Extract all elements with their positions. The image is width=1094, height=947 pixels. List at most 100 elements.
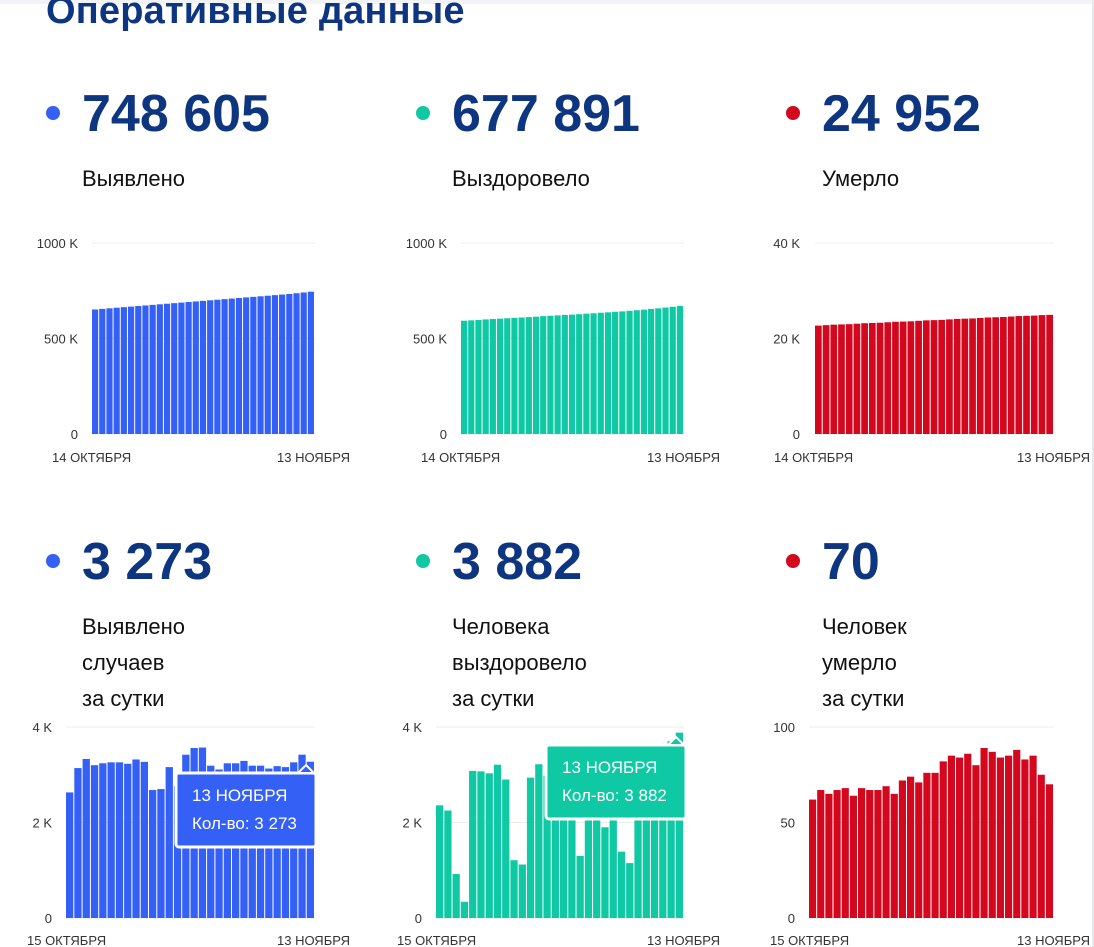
bar[interactable] xyxy=(946,319,953,434)
bar[interactable] xyxy=(1030,315,1038,434)
bar[interactable] xyxy=(171,303,178,434)
bar[interactable] xyxy=(874,790,882,918)
bar[interactable] xyxy=(115,762,124,918)
bar[interactable] xyxy=(626,863,634,918)
bar[interactable] xyxy=(526,777,535,918)
bar[interactable] xyxy=(1013,749,1021,918)
bar[interactable] xyxy=(1023,315,1030,434)
bar[interactable] xyxy=(648,308,655,434)
bar[interactable] xyxy=(1038,315,1046,434)
bar[interactable] xyxy=(140,761,148,918)
bar[interactable] xyxy=(199,300,207,434)
bar[interactable] xyxy=(493,764,502,918)
bar[interactable] xyxy=(1045,784,1053,918)
bar[interactable] xyxy=(135,306,142,434)
bar[interactable] xyxy=(992,317,1000,434)
bar[interactable] xyxy=(496,318,504,434)
bar[interactable] xyxy=(461,320,468,434)
bar[interactable] xyxy=(576,855,584,918)
bar[interactable] xyxy=(124,763,132,918)
bar[interactable] xyxy=(489,319,496,434)
bar[interactable] xyxy=(809,799,817,918)
bar[interactable] xyxy=(853,323,861,434)
bar[interactable] xyxy=(640,309,648,434)
bar[interactable] xyxy=(444,810,452,918)
chart-detected-daily[interactable]: 0 2 K 4 K 15 ОКТЯБРЯ 13 НОЯБРЯ 13 НОЯБРЯ Кол-в… xyxy=(27,720,350,947)
bar[interactable] xyxy=(956,757,964,918)
bar[interactable] xyxy=(228,298,235,434)
bar[interactable] xyxy=(518,317,525,434)
bar[interactable] xyxy=(286,294,293,434)
bar[interactable] xyxy=(502,779,510,918)
bar[interactable] xyxy=(185,302,192,434)
bar[interactable] xyxy=(604,312,612,434)
bar[interactable] xyxy=(173,786,182,918)
bar[interactable] xyxy=(113,307,120,434)
bar[interactable] xyxy=(590,313,597,434)
bar[interactable] xyxy=(601,827,609,918)
bar[interactable] xyxy=(1029,755,1037,918)
chart-recovered-daily[interactable]: 0 2 K 4 K 15 ОКТЯБРЯ 13 НОЯБРЯ 13 НОЯБРЯ Кол-в… xyxy=(397,720,720,947)
bar[interactable] xyxy=(830,324,838,434)
bar[interactable] xyxy=(532,316,540,434)
bar[interactable] xyxy=(996,757,1004,918)
bar[interactable] xyxy=(271,295,279,434)
bar[interactable] xyxy=(485,773,493,918)
bar[interactable] xyxy=(243,297,250,434)
bar[interactable] xyxy=(561,315,568,434)
bar[interactable] xyxy=(822,325,830,434)
bar[interactable] xyxy=(612,311,619,434)
bar[interactable] xyxy=(815,325,822,434)
bar[interactable] xyxy=(609,788,617,918)
bar[interactable] xyxy=(633,310,640,434)
bar[interactable] xyxy=(90,765,99,918)
chart-died-daily[interactable]: 0 50 100 15 ОКТЯБРЯ 13 НОЯБРЯ xyxy=(770,720,1090,947)
bar[interactable] xyxy=(127,306,135,434)
bar[interactable] xyxy=(120,307,127,434)
bar[interactable] xyxy=(475,319,482,434)
bar[interactable] xyxy=(583,313,590,434)
bar[interactable] xyxy=(547,315,554,434)
bar[interactable] xyxy=(221,299,228,434)
bar[interactable] xyxy=(1037,774,1045,918)
bar[interactable] xyxy=(845,324,853,434)
bar[interactable] xyxy=(907,776,915,918)
bar[interactable] xyxy=(1007,316,1015,434)
bar[interactable] xyxy=(525,317,532,434)
bar[interactable] xyxy=(861,323,868,434)
bar[interactable] xyxy=(947,755,955,918)
bar[interactable] xyxy=(899,321,907,434)
bar[interactable] xyxy=(626,310,633,434)
bar[interactable] xyxy=(931,772,939,918)
bar[interactable] xyxy=(460,901,469,918)
bar[interactable] xyxy=(890,793,898,918)
bar[interactable] xyxy=(279,294,286,434)
bar[interactable] xyxy=(469,770,477,918)
bar[interactable] xyxy=(825,793,833,918)
bar[interactable] xyxy=(293,293,300,434)
bar[interactable] xyxy=(659,769,667,918)
bar[interactable] xyxy=(817,790,825,918)
bar[interactable] xyxy=(939,761,947,918)
bar[interactable] xyxy=(92,309,99,434)
bar[interactable] xyxy=(540,316,547,434)
bar[interactable] xyxy=(868,322,876,434)
bar[interactable] xyxy=(675,732,683,918)
bar[interactable] xyxy=(257,296,264,434)
bar[interactable] xyxy=(584,791,593,918)
bar[interactable] xyxy=(972,765,980,918)
bar[interactable] xyxy=(833,790,841,918)
bar[interactable] xyxy=(988,751,996,918)
bar[interactable] xyxy=(82,758,90,918)
bar[interactable] xyxy=(477,771,485,918)
bar[interactable] xyxy=(99,763,107,918)
bar[interactable] xyxy=(922,320,930,434)
bar[interactable] xyxy=(149,790,157,918)
bar[interactable] xyxy=(192,301,199,434)
bar[interactable] xyxy=(207,300,214,434)
bar[interactable] xyxy=(250,296,257,434)
bar[interactable] xyxy=(482,319,489,434)
bar[interactable] xyxy=(66,792,74,918)
bar[interactable] xyxy=(634,805,642,918)
